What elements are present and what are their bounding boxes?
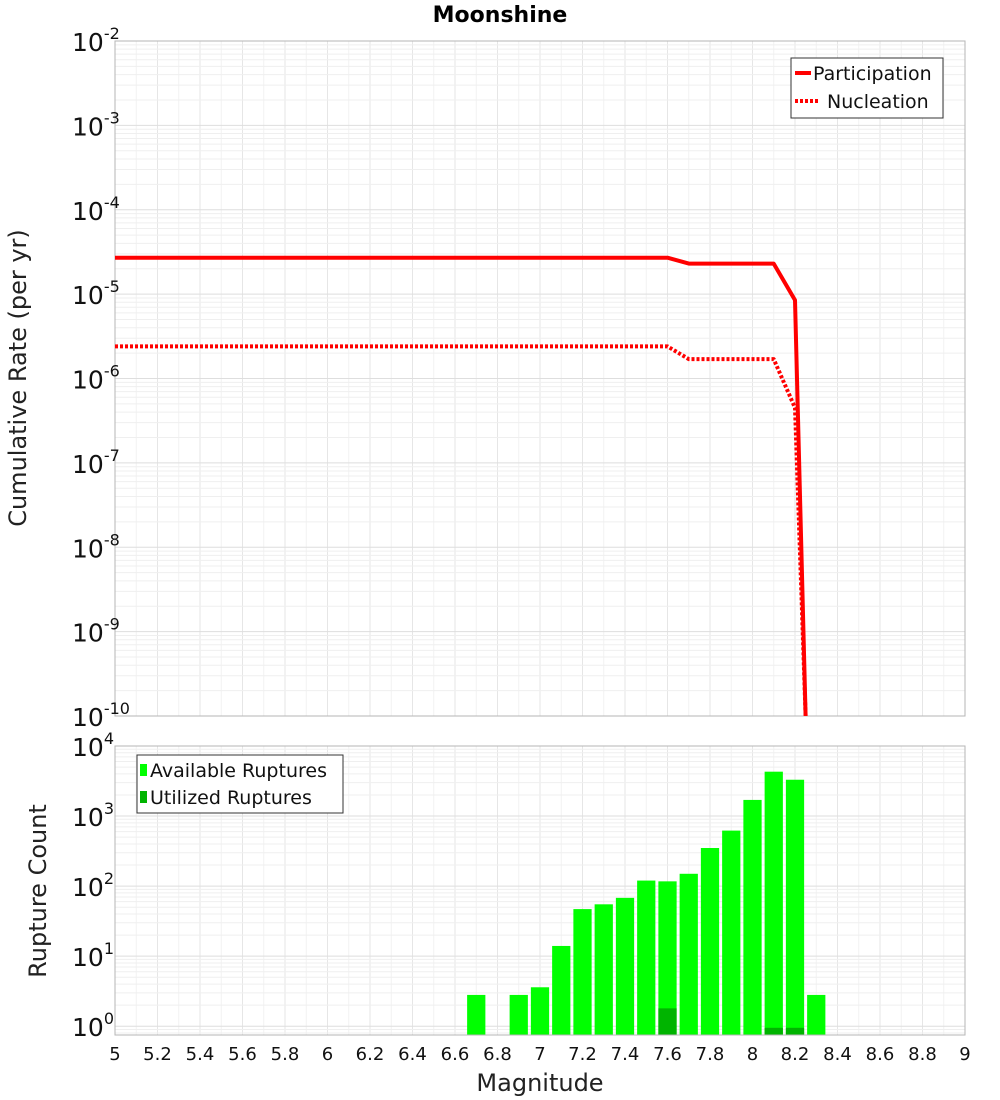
- count-y-tick-label: 104: [72, 729, 114, 762]
- magnitude-x-ticks: 5 5.2 5.4 5.6 5.8 6 6.2 6.4 6.6 6.8 7 7.2 7.4 7.6 7.8 8…: [109, 1044, 970, 1065]
- legend-available-swatch: [140, 764, 147, 776]
- rate-y-tick-label: 10-8: [72, 530, 120, 563]
- rate-series: [115, 255, 808, 717]
- rate-y-tick-label: 10-2: [72, 24, 120, 57]
- count-y-tick-label: 101: [72, 939, 114, 972]
- count-plot-frame: [114, 745, 966, 1036]
- magnitude-tick-label: 6.6: [441, 1044, 470, 1065]
- available-rupture-bar: [467, 994, 486, 1035]
- count-y-tick-label: 103: [72, 799, 114, 832]
- magnitude-tick-label: 5.2: [143, 1044, 172, 1065]
- rate-y-tick-label: 10-3: [72, 108, 120, 141]
- legend-nucleation-label: Nucleation: [827, 91, 929, 113]
- legend-utilized-label: Utilized Ruptures: [150, 787, 312, 809]
- magnitude-tick-label: 7: [534, 1044, 545, 1065]
- legend-participation-label: Participation: [813, 63, 932, 85]
- rate-plot: 10-2 10-3 10-4 10-5 10-6 10-7 10-8 10-9 10-10 Cu…: [4, 24, 966, 732]
- magnitude-tick-label: 5.4: [186, 1044, 215, 1065]
- magnitude-tick-label: 9: [959, 1044, 970, 1065]
- available-rupture-bar: [552, 945, 571, 1035]
- rate-plot-frame: [114, 40, 966, 717]
- available-rupture-bar: [509, 994, 528, 1035]
- rate-y-ticks: 10-2 10-3 10-4 10-5 10-6 10-7 10-8 10-9 10-10: [72, 24, 130, 732]
- x-axis-label: Magnitude: [476, 1069, 603, 1097]
- magnitude-tick-label: 5: [109, 1044, 120, 1065]
- rate-y-tick-label: 10-4: [72, 193, 120, 226]
- available-rupture-bar: [807, 994, 826, 1035]
- rate-y-tick-label: 10-9: [72, 615, 120, 648]
- magnitude-tick-label: 6.2: [356, 1044, 385, 1065]
- count-bars: [467, 771, 826, 1035]
- available-rupture-bar: [700, 848, 720, 1035]
- rate-legend-box: [790, 57, 944, 119]
- available-rupture-bar: [679, 873, 698, 1035]
- utilized-rupture-bar: [658, 1008, 677, 1035]
- rate-plot-grid: [114, 41, 966, 717]
- magnitude-tick-label: 8.6: [866, 1044, 895, 1065]
- count-y-ticks: 100 101 102 103 104: [72, 729, 114, 1042]
- magnitude-tick-label: 8: [747, 1044, 758, 1065]
- magnitude-tick-label: 7.4: [611, 1044, 640, 1065]
- count-legend: Available Ruptures Utilized Ruptures: [136, 754, 344, 814]
- series-participation-line: [115, 255, 808, 717]
- count-plot: 100 101 102 103 104 5 5.2 5.4 5.6 5.8 6 6.2 6.4 6.6 6…: [24, 729, 971, 1097]
- available-rupture-bar: [722, 830, 741, 1035]
- rate-y-axis-label: Cumulative Rate (per yr): [4, 229, 32, 527]
- count-y-axis-label: Rupture Count: [24, 804, 52, 978]
- utilized-rupture-bar: [764, 1027, 783, 1035]
- available-rupture-bar: [530, 987, 550, 1035]
- count-y-tick-label: 102: [72, 869, 114, 902]
- count-y-tick-label: 100: [72, 1009, 114, 1042]
- magnitude-tick-label: 6.4: [398, 1044, 427, 1065]
- magnitude-tick-label: 8.2: [781, 1044, 810, 1065]
- available-rupture-bar: [785, 779, 805, 1035]
- available-rupture-bar: [764, 771, 783, 1035]
- legend-utilized-swatch: [140, 791, 147, 803]
- utilized-rupture-bar: [785, 1027, 805, 1035]
- magnitude-tick-label: 5.6: [228, 1044, 257, 1065]
- available-rupture-bar: [573, 909, 592, 1035]
- magnitude-tick-label: 6: [322, 1044, 333, 1065]
- magnitude-tick-label: 8.8: [908, 1044, 937, 1065]
- chart-title: Moonshine: [433, 3, 568, 28]
- rate-y-tick-label: 10-5: [72, 277, 120, 310]
- available-rupture-bar: [594, 904, 613, 1035]
- rate-legend: Participation Nucleation: [790, 57, 944, 119]
- magnitude-tick-label: 6.8: [483, 1044, 512, 1065]
- rate-y-tick-label: 10-7: [72, 446, 120, 479]
- magnitude-tick-label: 7.2: [568, 1044, 597, 1065]
- count-legend-box: [136, 754, 344, 814]
- legend-available-label: Available Ruptures: [150, 760, 327, 782]
- magnitude-tick-label: 5.8: [271, 1044, 300, 1065]
- available-rupture-bar: [637, 880, 656, 1035]
- rate-y-tick-label: 10-6: [72, 362, 120, 395]
- magnitude-tick-label: 7.6: [653, 1044, 682, 1065]
- series-nucleation-line: [115, 344, 808, 717]
- available-rupture-bar: [615, 897, 635, 1035]
- available-rupture-bar: [658, 881, 677, 1035]
- magnitude-tick-label: 8.4: [823, 1044, 852, 1065]
- available-rupture-bar: [743, 799, 762, 1035]
- rate-y-tick-label: 10-10: [72, 699, 130, 732]
- magnitude-tick-label: 7.8: [696, 1044, 725, 1065]
